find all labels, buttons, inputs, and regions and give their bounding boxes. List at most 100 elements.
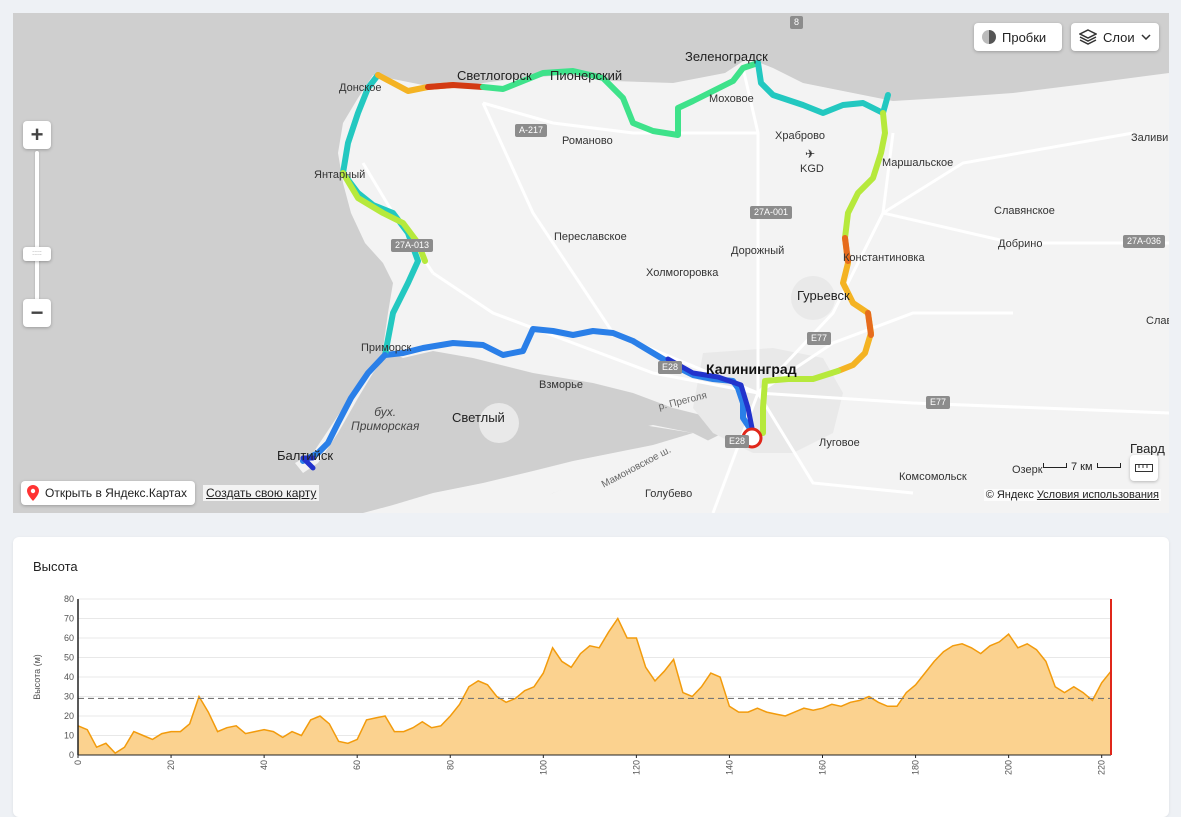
place-dorozhny: Дорожный [731,245,785,257]
road-shield-e28: E28 [658,361,683,374]
elevation-chart[interactable]: 0 10 20 30 40 50 60 70 80 0 20 40 60 80 100 120 140 160 18… [13,537,1169,796]
place-pionersky: Пионерский [550,68,623,83]
chevron-down-icon [1141,34,1151,40]
map-pin-icon [27,485,39,501]
place-konstantinovka: Константиновка [843,252,925,264]
place-ozerki: Озерк [1012,464,1043,476]
place-pereslavskoe: Переславское [554,231,627,243]
place-kaliningrad: Калининград [706,361,797,377]
zoom-slider-handle[interactable]: ::::: [23,247,51,261]
y-tick-label: 0 [69,750,74,760]
traffic-button[interactable]: Пробки [974,23,1062,51]
x-tick-label: 140 [724,760,734,775]
x-tick-label: 80 [445,760,455,770]
guryevsk-urban [791,276,835,320]
place-khrabrovo: Храброво [775,130,825,142]
place-vzmorye: Взморье [539,379,584,391]
y-tick-label: 40 [64,672,74,682]
svetly-urban [479,403,519,443]
create-map-link[interactable]: Создать свою карту [203,485,320,501]
open-in-yandex-label: Открыть в Яндекс.Картах [45,486,187,500]
traffic-icon [982,30,996,44]
road-shield-a217: A-217 [515,124,548,137]
place-romanovo: Романово [562,135,613,147]
place-kholmogorovka: Холмогоровка [646,267,719,279]
y-axis-label: Высота (м) [32,654,42,700]
elevation-title: Высота [33,559,78,574]
airport-icon: ✈ [805,147,816,161]
traffic-label: Пробки [1002,29,1047,45]
elevation-line [77,616,1112,755]
place-zalivino: Заливи [1131,132,1169,144]
place-marshalskoe: Маршальское [882,157,954,169]
place-svetly: Светлый [452,410,505,425]
zoom-slider-track[interactable] [35,151,39,303]
scale-bar-right [1096,462,1121,468]
x-tick-label: 180 [911,760,921,775]
place-yantarny: Янтарный [314,169,366,181]
bay-label-line1: бух. [374,405,397,419]
x-tick-label: 20 [166,760,176,770]
x-tick-label: 100 [538,760,548,775]
place-gvard: Гвард [1130,441,1165,456]
y-tick-label: 50 [64,653,74,663]
kaliningrad-urban [693,348,843,453]
y-tick-label: 60 [64,633,74,643]
road-shield-e77-east: E77 [926,396,951,409]
layers-button[interactable]: Слои [1071,23,1159,51]
place-golubevo: Голубево [645,488,693,500]
map-scale: 7 км [1043,461,1121,473]
bay-label-line2: Приморская [351,419,420,433]
road-shield-27a036: 27A-036 [1123,235,1166,248]
place-komsomolsk: Комсомольск [899,471,967,483]
place-donskoe: Донское [339,82,382,94]
place-kgd: KGD [800,163,824,175]
zoom-out-button[interactable]: − [23,299,51,327]
place-svetlogorsk: Светлогорск [457,68,532,83]
place-baltiysk: Балтийск [277,448,334,463]
y-tick-label: 80 [64,594,74,604]
elevation-panel: Высота 0 10 20 30 40 50 60 70 80 0 20 40 60 80 100 120 1… [13,537,1169,817]
ruler-icon [1135,464,1153,472]
road-shield-27a001: 27A-001 [750,206,793,219]
road-shield-top: 8 [790,16,804,29]
y-tick-label: 20 [64,711,74,721]
bay-label: бух. Приморская [351,405,419,433]
zoom-in-button[interactable]: + [23,121,51,149]
copyright: © Яндекс Условия использования [983,489,1161,501]
x-tick-label: 200 [1004,760,1014,775]
x-tick-label: 40 [259,760,269,770]
layers-icon [1079,29,1097,45]
x-tick-label: 120 [631,760,641,775]
terms-link[interactable]: Условия использования [1036,489,1159,501]
layers-label: Слои [1103,29,1135,45]
map-canvas[interactable] [13,13,1169,513]
scale-bar [1043,462,1067,468]
place-mokhovoe: Моховое [709,93,754,105]
x-tick-label: 60 [352,760,362,770]
x-tick-label: 0 [73,760,83,765]
copyright-text: © Яндекс [985,489,1034,501]
road-shield-27a013: 27A-013 [391,239,434,252]
x-tick-label: 220 [1097,760,1107,775]
place-primorsk: Приморск [361,342,412,354]
y-tick-label: 30 [64,692,74,702]
y-tick-label: 70 [64,614,74,624]
place-guryevsk: Гурьевск [797,288,850,303]
place-slav: Слав [1146,315,1169,327]
place-dobrino: Добрино [998,238,1043,250]
place-slavyanskoe: Славянское [994,205,1055,217]
scale-label: 7 км [1071,461,1093,473]
land-area [338,58,1169,513]
y-tick-label: 10 [64,731,74,741]
map-view[interactable]: Зеленоградск Светлогорск Пионерский Донс… [13,13,1169,513]
elevation-area [78,618,1111,755]
ruler-button[interactable] [1130,455,1158,481]
x-tick-label: 160 [818,760,828,775]
place-lugovoe: Луговое [819,437,860,449]
open-in-yandex-button[interactable]: Открыть в Яндекс.Картах [21,481,195,505]
route-track [300,60,891,471]
road-shield-e28-south: E28 [725,435,750,448]
road-shield-e77: E77 [807,332,832,345]
place-zelenogradsk: Зеленоградск [685,49,768,64]
